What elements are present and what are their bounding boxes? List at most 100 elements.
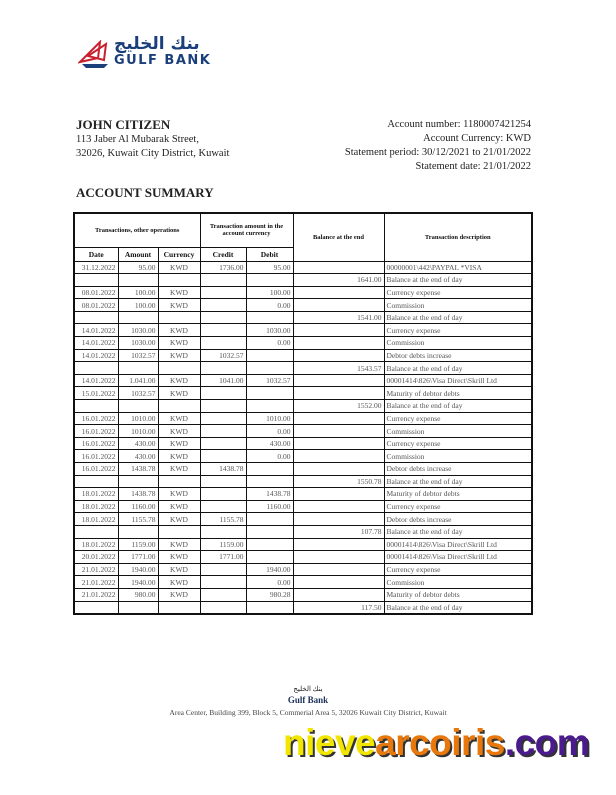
table-cell: 18.01.2022 [73,499,119,514]
table-cell: 1030.00 [117,336,159,350]
table-cell: 1940.00 [117,575,159,589]
table-cell: Commission [383,424,533,438]
table-cell: 1940.00 [245,562,294,577]
logo-arabic: بنك الخليج [114,34,200,54]
table-row: 18.01.2022 1155.78 KWD 1155.78 Debtor debts … [73,512,533,526]
table-cell [245,524,294,539]
table-cell: 980.28 [245,587,294,602]
table-cell: KWD [157,348,201,363]
table-cell [117,474,159,489]
table-cell [199,436,247,451]
table-cell: KWD [157,487,201,501]
statement-date: Statement date: 21/01/2022 [415,161,531,172]
table-row: 21.01.2022 1940.00 KWD 1940.00 Currency expe… [73,562,533,577]
table-cell: KWD [157,386,201,401]
table-cell: 107.78 [292,524,385,539]
table-cell: 1641.00 [292,273,385,287]
table-cell: 1041.00 [199,373,247,388]
table-cell: 1010.00 [117,411,159,426]
table-cell [245,512,294,526]
table-cell: 1010.00 [117,424,159,438]
table-cell: KWD [157,260,201,275]
table-cell: 0.00 [245,449,294,463]
table-cell: KWD [157,537,201,552]
table-cell: Commission [383,298,533,312]
table-cell [199,273,247,287]
sail-icon [78,40,108,68]
table-cell: 18.01.2022 [73,512,119,526]
table-cell [157,310,201,325]
column-header: Currency [157,246,201,262]
footer-address: Area Center, Building 399, Block 5, Comm… [169,708,447,717]
table-cell: 1.041.00 [117,373,159,388]
table-cell [245,474,294,489]
table-cell: 00001414\826\Visa Direct\Skrill Ltd [383,373,533,388]
table-cell: Commission [383,575,533,589]
table-cell: 21.01.2022 [73,587,119,602]
table-cell [199,298,247,312]
table-row: 18.01.2022 1438.78 KWD 1438.78 Maturity of d… [73,487,533,501]
table-cell [199,449,247,463]
table-cell [199,386,247,401]
table-cell [292,424,385,438]
column-header: Debit [245,246,294,262]
table-cell [199,575,247,589]
table-cell [245,550,294,564]
table-cell [292,386,385,401]
table-cell [199,399,247,413]
table-row: 16.01.2022 430.00 KWD 430.00 Currency expens… [73,436,533,451]
table-cell: Balance at the end of day [383,310,533,325]
table-cell [117,524,159,539]
table-cell: 0.00 [245,424,294,438]
table-cell [245,310,294,325]
table-cell [292,348,385,363]
table-cell [199,336,247,350]
table-cell: 1940.00 [117,562,159,577]
table-cell: Maturity of debtor debts [383,487,533,501]
table-row: 18.01.2022 1159.00 KWD 1159.00 00001414\826\… [73,537,533,552]
table-row: 1641.00 Balance at the end of day [73,273,533,287]
table-cell: Balance at the end of day [383,524,533,539]
table-cell: KWD [157,336,201,350]
table-cell: 14.01.2022 [73,323,119,338]
address-line2: 32026, Kuwait City District, Kuwait [76,147,230,159]
table-cell [157,524,201,539]
table-cell: 1155.78 [117,512,159,526]
table-cell: 1030.00 [245,323,294,338]
table-cell [245,348,294,363]
table-cell: KWD [157,512,201,526]
table-cell [292,537,385,552]
table-cell: Debtor debts increase [383,348,533,363]
table-cell [73,524,119,539]
table-row: 18.01.2022 1160.00 KWD 1160.00 Currency expe… [73,499,533,514]
table-cell [199,587,247,602]
table-cell: 00000001\442\PAYPAL *VISA [383,260,533,275]
table-cell: KWD [157,575,201,589]
table-cell: Balance at the end of day [383,273,533,287]
watermark-part: arcoiris [375,722,505,763]
table-cell: 1032.57 [117,386,159,401]
table-cell [157,273,201,287]
table-cell: 16.01.2022 [73,424,119,438]
table-row: 14.01.2022 1032.57 KWD 1032.57 Debtor debts … [73,348,533,363]
table-cell: Balance at the end of day [383,399,533,413]
table-cell [117,361,159,375]
table-cell: 430.00 [117,449,159,463]
table-cell [199,600,247,615]
table-cell [245,273,294,287]
table-cell: 100.00 [117,285,159,300]
table-cell: 16.01.2022 [73,462,119,476]
table-cell [73,474,119,489]
table-row: 14.01.2022 1030.00 KWD 0.00 Commission [73,336,533,350]
table-row: 1541.00 Balance at the end of day [73,310,533,325]
table-cell: Debtor debts increase [383,512,533,526]
table-cell [292,562,385,577]
table-cell [292,323,385,338]
table-cell: 1160.00 [245,499,294,514]
table-cell [292,575,385,589]
column-header: Credit [199,246,247,262]
table-cell: 14.01.2022 [73,336,119,350]
gulf-bank-logo: بنك الخليج GULF BANK [78,34,228,70]
table-cell [157,399,201,413]
table-cell: 0.00 [245,575,294,589]
